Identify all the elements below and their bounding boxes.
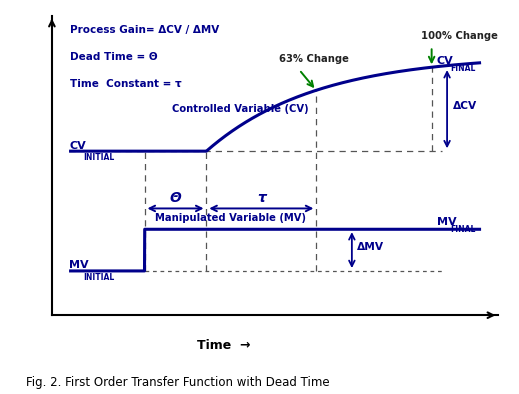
Text: ΔCV: ΔCV bbox=[453, 101, 477, 111]
Text: ΔMV: ΔMV bbox=[357, 242, 384, 252]
Text: MV: MV bbox=[437, 217, 456, 227]
Text: FINAL: FINAL bbox=[450, 64, 476, 73]
Text: Manipulated Variable (MV): Manipulated Variable (MV) bbox=[155, 214, 306, 223]
Text: τ: τ bbox=[257, 191, 266, 204]
Text: Controlled Variable (CV): Controlled Variable (CV) bbox=[172, 104, 309, 114]
Text: Process Gain= ΔCV / ΔMV: Process Gain= ΔCV / ΔMV bbox=[70, 25, 219, 35]
Text: 100% Change: 100% Change bbox=[421, 31, 498, 41]
Text: Θ: Θ bbox=[170, 191, 181, 204]
Text: Fig. 2. First Order Transfer Function with Dead Time: Fig. 2. First Order Transfer Function wi… bbox=[26, 376, 330, 389]
Text: Dead Time = Θ: Dead Time = Θ bbox=[70, 52, 157, 62]
Text: INITIAL: INITIAL bbox=[84, 273, 115, 282]
Text: FINAL: FINAL bbox=[450, 225, 476, 234]
Text: 63% Change: 63% Change bbox=[279, 54, 348, 64]
Text: CV: CV bbox=[437, 56, 454, 66]
Text: Time  →: Time → bbox=[197, 339, 251, 352]
Text: Time  Constant = τ: Time Constant = τ bbox=[70, 79, 181, 89]
Text: MV: MV bbox=[69, 260, 89, 270]
Text: CV: CV bbox=[69, 141, 86, 151]
Text: INITIAL: INITIAL bbox=[84, 153, 115, 162]
